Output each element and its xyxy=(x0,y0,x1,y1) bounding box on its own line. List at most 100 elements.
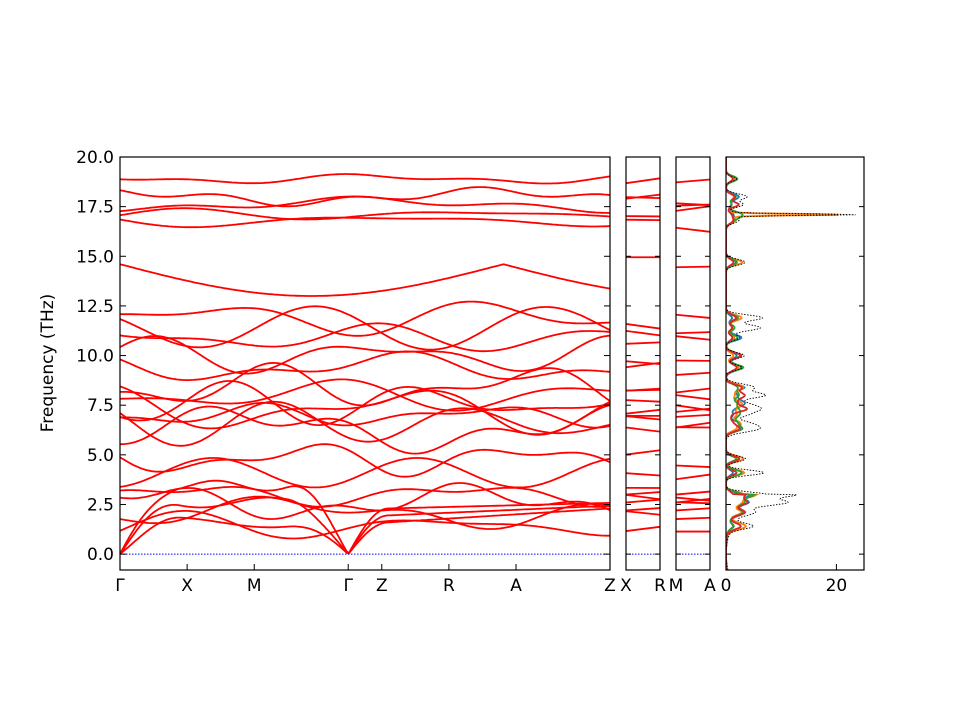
dos-x-tick-label: 0 xyxy=(721,576,732,596)
y-tick-label: 5.0 xyxy=(87,446,114,466)
band-line xyxy=(120,263,610,297)
band-line xyxy=(676,335,710,341)
x-tick-label: Z xyxy=(376,576,388,596)
y-tick-label: 20.0 xyxy=(76,148,114,168)
dos-series xyxy=(726,157,839,570)
band-lines-m-a xyxy=(676,178,710,555)
band-line xyxy=(676,226,710,233)
band-line xyxy=(120,496,610,555)
band-line xyxy=(626,177,660,185)
dos-panel-frame xyxy=(725,156,865,571)
band-line xyxy=(626,341,660,345)
band-lines-main xyxy=(120,173,610,555)
band-line xyxy=(626,330,660,337)
y-axis-label: Frequency (THz) xyxy=(38,294,58,433)
band-line xyxy=(676,473,710,481)
band-line xyxy=(120,207,610,221)
x-tick-label: M xyxy=(669,576,684,596)
band-line xyxy=(120,305,610,351)
band-line xyxy=(676,178,710,184)
band-line xyxy=(676,387,710,394)
band-line xyxy=(676,464,710,468)
x-tick-label: R xyxy=(654,576,666,596)
y-tick-label: 2.5 xyxy=(87,495,114,515)
y-axis-ticks: 0.0 2.5 5.0 7.5 10.0 12.5 15.0 17.5 20.0 xyxy=(76,148,610,565)
band-line xyxy=(676,496,710,502)
x-tick-label: X xyxy=(181,576,193,596)
band-line xyxy=(626,510,660,516)
y-tick-label: 15.0 xyxy=(76,247,114,267)
x-r-panel-ticks xyxy=(626,156,660,555)
y-tick-label: 12.5 xyxy=(76,297,114,317)
band-line xyxy=(626,408,660,415)
band-line xyxy=(676,202,710,207)
band-line xyxy=(626,196,660,199)
dos-curves xyxy=(726,157,856,570)
band-line xyxy=(626,491,660,496)
band-line xyxy=(626,507,660,512)
y-tick-label: 17.5 xyxy=(76,198,114,218)
band-line xyxy=(676,205,710,212)
band-line xyxy=(120,380,610,426)
main-panel-frame xyxy=(119,156,611,571)
band-line xyxy=(120,350,610,381)
band-line xyxy=(676,404,710,412)
band-line xyxy=(120,443,610,478)
band-line xyxy=(120,404,610,455)
dos-x-ticks: 0 20 xyxy=(721,156,864,596)
x-tick-label: A xyxy=(510,576,522,596)
x-tick-label: A xyxy=(704,576,716,596)
band-line xyxy=(676,331,710,335)
band-line xyxy=(120,457,610,489)
band-lines-x-r xyxy=(626,177,660,555)
band-line xyxy=(626,360,660,366)
band-line xyxy=(120,216,610,229)
band-line xyxy=(120,300,610,337)
x-tick-label: Z xyxy=(604,576,616,596)
band-line xyxy=(626,387,660,392)
band-line xyxy=(626,498,660,504)
band-line xyxy=(626,493,660,501)
band-line xyxy=(626,399,660,403)
band-line xyxy=(626,426,660,433)
band-line xyxy=(120,507,610,555)
x-tick-label: M xyxy=(247,576,262,596)
band-line xyxy=(626,323,660,330)
band-line xyxy=(676,516,710,520)
band-line xyxy=(120,195,610,214)
x-tick-label: Γ xyxy=(115,576,125,596)
x-tick-label: Γ xyxy=(343,576,353,596)
band-line xyxy=(120,495,610,530)
band-line xyxy=(626,472,660,477)
band-line xyxy=(120,378,610,412)
band-line xyxy=(120,334,610,375)
band-line xyxy=(626,525,660,532)
m-a-panel-ticks xyxy=(676,156,710,555)
dos-x-tick-label: 20 xyxy=(826,576,848,596)
band-line xyxy=(676,265,710,269)
band-line xyxy=(120,361,610,407)
band-line xyxy=(676,394,710,401)
dos-panel: 0 20 xyxy=(721,156,865,596)
band-line xyxy=(676,490,710,496)
x-r-panel-frame xyxy=(625,156,661,571)
band-line xyxy=(676,507,710,512)
x-tick-label: X xyxy=(620,576,632,596)
band-line xyxy=(676,371,710,376)
band-line xyxy=(676,501,710,505)
y-tick-label: 7.5 xyxy=(87,396,114,416)
band-line xyxy=(120,486,610,508)
y-tick-label: 0.0 xyxy=(87,545,114,565)
band-line xyxy=(120,400,610,447)
y-tick-label: 10.0 xyxy=(76,347,114,367)
dos-series xyxy=(726,157,856,570)
main-band-panel: 0.0 2.5 5.0 7.5 10.0 12.5 15.0 17.5 20.0 Γ X M Γ Z R A… xyxy=(38,148,616,596)
band-line xyxy=(676,414,710,418)
x-tick-label: R xyxy=(443,576,455,596)
